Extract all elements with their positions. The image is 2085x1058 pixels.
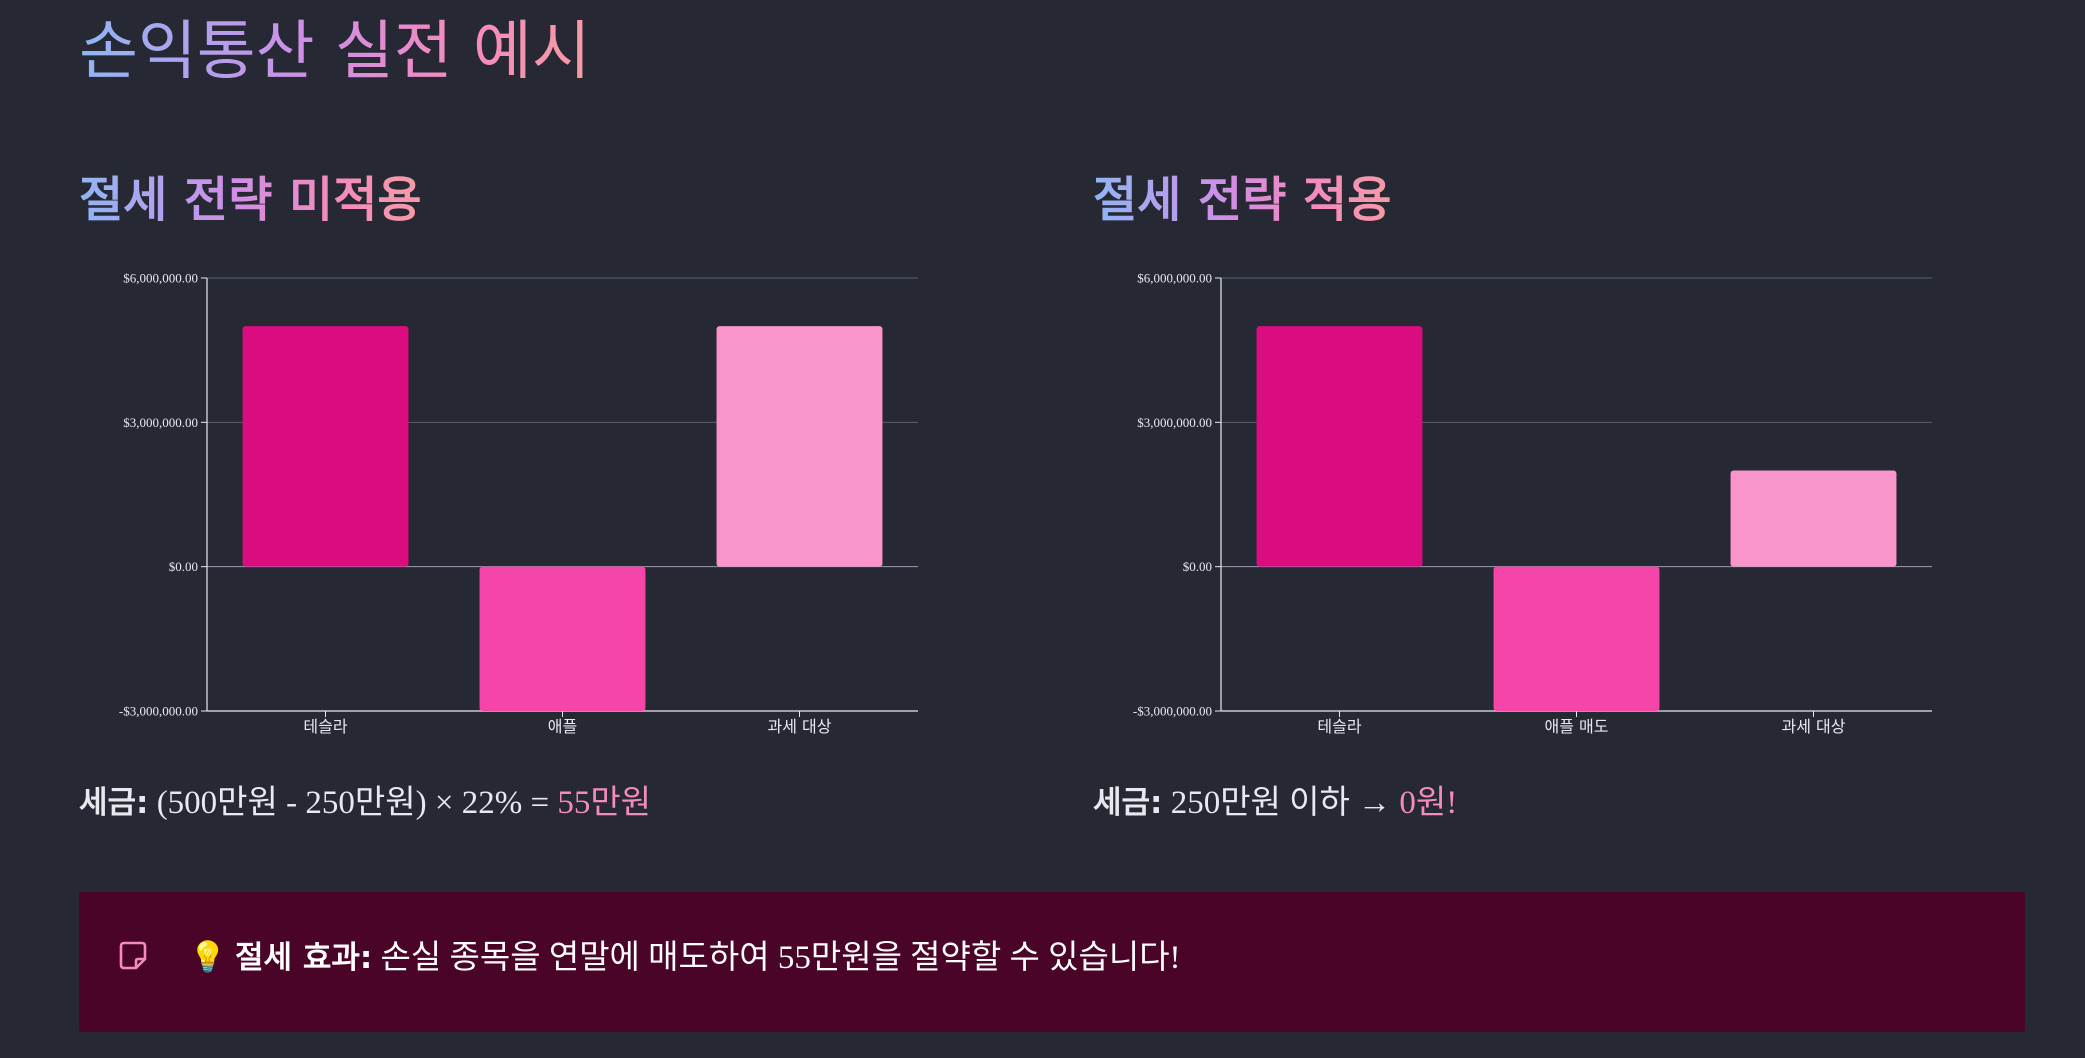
tax-formula: (500만원 - 250만원) × 22% = <box>148 785 558 821</box>
tax-label: 세금: <box>79 785 149 821</box>
callout-message: 절세 효과: 손실 종목을 연말에 매도하여 55만원을 절약할 수 있습니다! <box>235 936 1181 980</box>
y-tick-label: $3,000,000.00 <box>1137 415 1212 430</box>
callout-label: 절세 효과: <box>235 940 373 976</box>
tax-effect-callout: 💡 절세 효과: 손실 종목을 연말에 매도하여 55만원을 절약할 수 있습니… <box>79 892 2025 1032</box>
x-tick-label: 애플 <box>548 717 577 736</box>
tax-result: 55만원 <box>557 785 652 821</box>
x-tick-label: 과세 대상 <box>1782 717 1846 736</box>
y-tick-label: $6,000,000.00 <box>123 271 198 286</box>
page-title: 손익통산 실전 예시 <box>79 12 591 92</box>
bar-1 <box>242 326 409 567</box>
bar-3 <box>716 326 883 567</box>
x-tick-label: 애플 매도 <box>1545 717 1609 736</box>
y-tick-label: $0.00 <box>169 559 198 574</box>
x-tick-label: 테슬라 <box>303 717 347 736</box>
bar-1 <box>1256 326 1423 567</box>
y-tick-label: -$3,000,000.00 <box>1133 704 1212 719</box>
bar-chart-with-strategy: -$3,000,000.00 $0.00 $3,000,000.00 $6,000,0… <box>1133 271 1932 736</box>
tax-label: 세금: <box>1093 785 1163 821</box>
x-tick-label: 테슬라 <box>1317 717 1361 736</box>
y-tick-label: $6,000,000.00 <box>1137 271 1212 286</box>
y-tick-label: $3,000,000.00 <box>123 415 198 430</box>
panel-title-with-strategy: 절세 전략 적용 <box>1093 168 1391 232</box>
bar-2 <box>479 566 646 711</box>
tax-result: 0원! <box>1399 785 1458 821</box>
x-tick-label: 과세 대상 <box>768 717 832 736</box>
panel-title-without-strategy: 절세 전략 미적용 <box>79 168 422 232</box>
y-tick-label: -$3,000,000.00 <box>119 704 198 719</box>
note-icon <box>119 941 147 970</box>
tax-summary-without-strategy: 세금: (500만원 - 250만원) × 22% = 55만원 <box>79 775 651 823</box>
callout-text: 손실 종목을 연말에 매도하여 55만원을 절약할 수 있습니다! <box>372 940 1181 976</box>
tax-formula: 250만원 이하 → <box>1162 785 1400 821</box>
tax-summary-with-strategy: 세금: 250만원 이하 → 0원! <box>1093 775 1457 823</box>
bar-2 <box>1493 566 1660 711</box>
y-tick-label: $0.00 <box>1183 559 1212 574</box>
lightbulb-icon: 💡 <box>189 940 227 975</box>
bar-chart-without-strategy: -$3,000,000.00 $0.00 $3,000,000.00 $6,000,0… <box>119 271 918 736</box>
bar-3 <box>1730 470 1897 567</box>
